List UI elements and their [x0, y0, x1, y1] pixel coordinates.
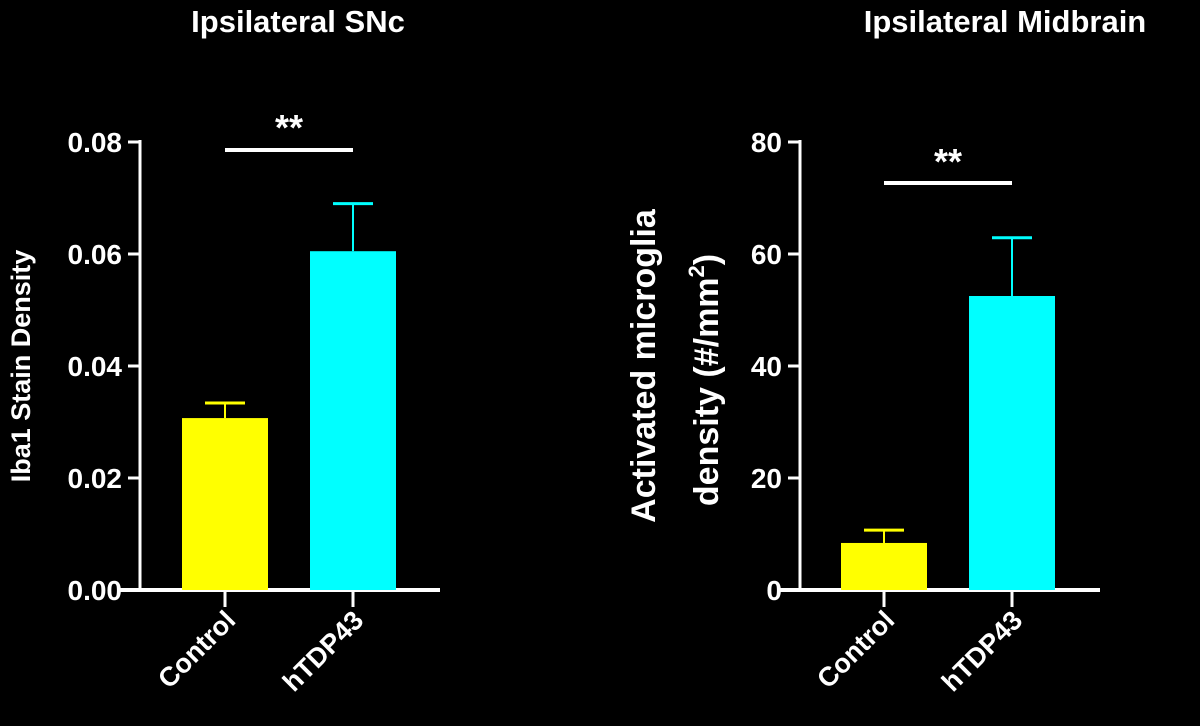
y-axis-label: Iba1 Stain Density: [6, 250, 36, 483]
bar-htdp43: [310, 251, 396, 590]
chart-ipsilateral-midbrain: Ipsilateral Midbrain Activated microglia…: [625, 4, 1146, 697]
bar-htdp43: [969, 296, 1055, 590]
significance-label: **: [934, 141, 962, 182]
y-tick-label: 40: [751, 351, 782, 382]
chart-ipsilateral-snc: Ipsilateral SNc Iba1 Stain Density ** 0.…: [6, 4, 440, 697]
y-tick-label: 20: [751, 463, 782, 494]
y-tick-label: 0.06: [68, 239, 123, 270]
y-tick-label: 0.04: [68, 351, 123, 382]
x-tick-label: Control: [811, 605, 900, 694]
bar-control: [841, 542, 927, 590]
y-tick-label: 0: [766, 575, 782, 606]
y-axis-label-close: ): [688, 254, 726, 265]
y-axis-label-text: density (#/mm: [688, 277, 726, 506]
x-tick-label: hTDP43: [936, 605, 1028, 697]
y-tick-label: 0.08: [68, 127, 123, 158]
bar-control: [182, 418, 268, 590]
y-axis-label: Activated microglia: [625, 208, 663, 523]
y-axis-label-line2: density (#/mm2): [684, 254, 726, 506]
chart-title: Ipsilateral Midbrain: [864, 4, 1147, 39]
y-tick-label: 60: [751, 239, 782, 270]
x-tick-label: Control: [152, 605, 241, 694]
x-tick-label: hTDP43: [277, 605, 369, 697]
y-tick-label: 0.00: [68, 575, 123, 606]
y-axis-label-superscript: 2: [684, 265, 709, 277]
y-tick-label: 0.02: [68, 463, 123, 494]
y-tick-label: 80: [751, 127, 782, 158]
chart-title: Ipsilateral SNc: [191, 4, 405, 39]
significance-label: **: [275, 107, 303, 148]
